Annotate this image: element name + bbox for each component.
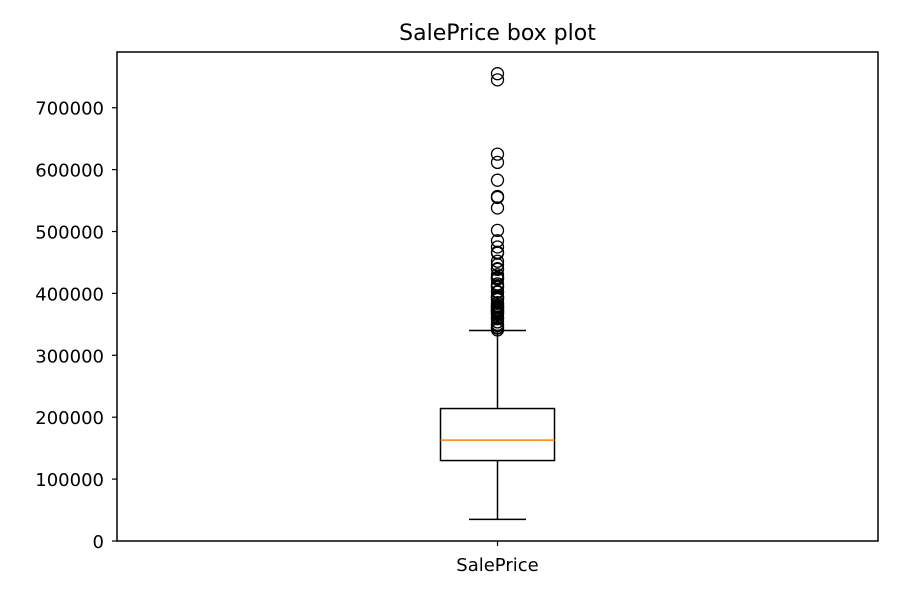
outlier-point: [490, 73, 505, 87]
y-tick-label: 200000: [35, 408, 104, 429]
outlier-point: [490, 254, 505, 268]
y-tick-label: 400000: [35, 284, 104, 305]
y-tick-label: 700000: [35, 99, 104, 120]
outlier-point: [490, 147, 505, 161]
y-tick-label: 300000: [35, 346, 104, 367]
chart-title: SalePrice box plot: [399, 21, 596, 46]
outlier-point: [490, 173, 505, 187]
outlier-point: [490, 262, 505, 277]
outlier-point: [490, 312, 505, 326]
y-tick-label: 0: [93, 532, 104, 553]
outlier-point: [490, 323, 505, 337]
outlier-point: [490, 201, 505, 215]
interquartile-box: [439, 407, 556, 462]
outlier-point: [490, 223, 505, 238]
outlier-point: [490, 190, 505, 205]
y-tick-label: 100000: [35, 470, 104, 491]
outlier-point: [490, 285, 505, 299]
outlier-point: [490, 67, 505, 81]
plot-area-group: 0 100000 200000 300000 400000 500000 600000 700…: [35, 51, 879, 576]
outlier-point: [490, 155, 505, 170]
x-tick-label: SalePrice: [456, 555, 538, 576]
y-tick-label: 500000: [35, 223, 104, 244]
y-tick-label: 600000: [35, 161, 104, 182]
outlier-point: [490, 240, 505, 254]
